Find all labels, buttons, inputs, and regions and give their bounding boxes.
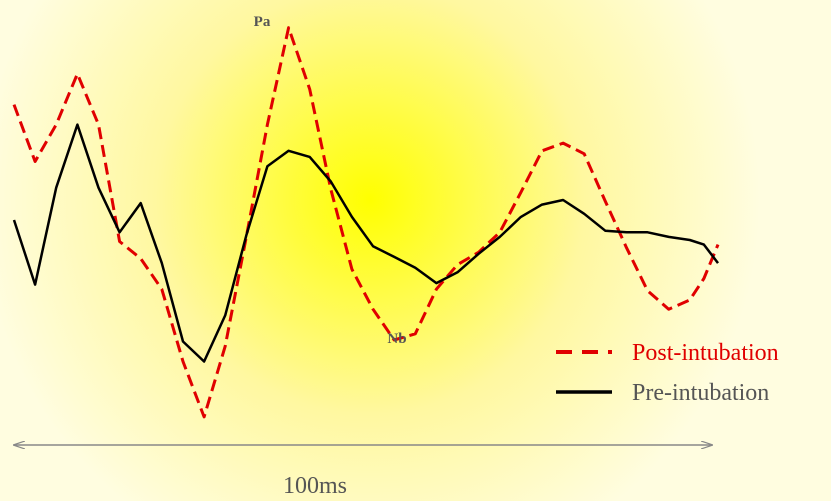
annotation-nb: Nb xyxy=(387,331,406,347)
series-layer xyxy=(12,26,720,419)
legend-label-pre: Pre-intubation xyxy=(632,380,769,406)
legend: Post-intubation Pre-intubation xyxy=(556,340,779,406)
scale-bar: 100ms xyxy=(14,445,712,499)
annotation-pa: Pa xyxy=(254,14,271,30)
legend-label-post: Post-intubation xyxy=(632,340,779,366)
series-line-post-intubation xyxy=(12,26,720,419)
series-line-pre-intubation xyxy=(12,123,719,363)
scale-bar-label: 100ms xyxy=(283,473,347,499)
